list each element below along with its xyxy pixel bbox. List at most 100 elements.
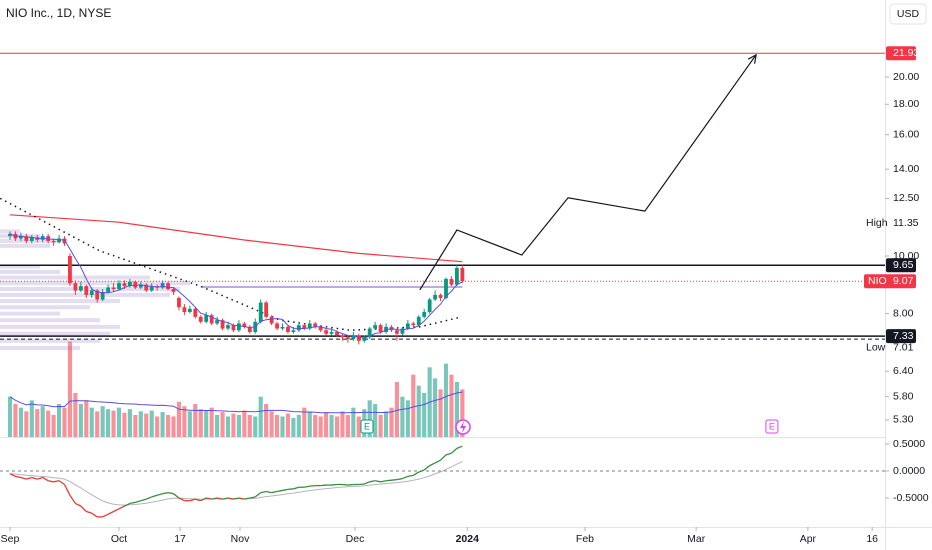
level-tag [886, 329, 916, 344]
candle-body [57, 238, 61, 243]
volume-bar [383, 411, 389, 437]
x-tick-label: Apr [800, 533, 817, 545]
dotted-ma [0, 197, 462, 332]
volume-bar [449, 374, 454, 437]
osc-segment [266, 490, 272, 494]
candle-body [193, 308, 198, 317]
osc-segment [375, 480, 381, 483]
volume-profile-row [0, 331, 110, 336]
candle-body [302, 325, 307, 329]
osc-segment [151, 494, 158, 498]
y-tick-label: 5.80 [893, 390, 914, 402]
volume-bar [138, 411, 143, 437]
volume-bar [334, 416, 340, 437]
currency-box[interactable] [889, 3, 927, 25]
volume-bar [302, 407, 307, 437]
candle-body [68, 256, 72, 284]
candle-body [324, 330, 329, 334]
osc-segment [451, 447, 458, 454]
candle-body [100, 291, 105, 300]
osc-segment [162, 491, 169, 495]
osc-segment [440, 454, 447, 461]
osc-segment [102, 513, 109, 518]
osc-segment [9, 473, 16, 477]
last-price-label: 9.07 [893, 275, 914, 287]
osc-segment [244, 497, 250, 500]
volume-bar [236, 415, 241, 437]
candle-body [378, 325, 383, 332]
candle-body [204, 315, 209, 322]
osc-segment [58, 480, 65, 486]
volume-bar [176, 401, 182, 437]
candle-body [24, 236, 29, 241]
volume-bar [454, 382, 459, 437]
osc-segment [189, 498, 196, 502]
volume-ma [9, 391, 463, 414]
osc-tick-label: -0.5000 [893, 492, 929, 504]
candle-body [286, 326, 290, 332]
candle-body [405, 323, 410, 329]
osc-segment [113, 508, 120, 513]
volume-bar [307, 411, 312, 437]
volume-bar [416, 385, 421, 437]
osc-segment [342, 483, 348, 486]
y-tick-label: 6.40 [893, 365, 914, 377]
volume-bar [340, 411, 345, 437]
earnings-label: E [364, 421, 370, 431]
osc-segment [227, 497, 234, 500]
volume-bar [389, 407, 394, 437]
candle-body [258, 302, 263, 322]
candle-body [95, 290, 100, 300]
candle-body [318, 326, 323, 331]
volume-profile-row [0, 318, 100, 323]
volume-bar [253, 416, 258, 437]
candle-body [427, 299, 432, 312]
osc-segment [118, 505, 125, 510]
volume-bar [100, 406, 105, 437]
volume-bar [438, 389, 443, 437]
volume-profile-row [0, 338, 100, 343]
osc-segment [249, 496, 256, 499]
osc-segment [20, 476, 27, 480]
osc-segment [222, 497, 229, 500]
osc-segment [254, 492, 262, 498]
volume-profile-row [0, 324, 120, 329]
osc-segment [48, 480, 54, 483]
volume-bar [433, 378, 438, 437]
candle-body [29, 237, 34, 241]
candle-body [433, 294, 438, 300]
price-ma [9, 233, 463, 339]
candle-body [247, 326, 252, 332]
volume-bar [411, 374, 416, 437]
x-tick-label: Nov [231, 533, 250, 545]
volume-bar [46, 410, 51, 437]
osc-segment [456, 445, 463, 449]
candle-body [220, 320, 225, 329]
candle-body [236, 323, 241, 331]
low-label: Low [866, 341, 886, 353]
candle-body [356, 335, 361, 341]
x-tick-label: Dec [346, 533, 365, 545]
earnings-marker [765, 419, 779, 434]
volume-bar [73, 393, 78, 437]
candle-body [411, 323, 416, 326]
volume-bar [242, 410, 247, 437]
volume-bar [356, 416, 361, 437]
candle-body [106, 287, 111, 292]
osc-segment [396, 477, 403, 481]
volume-bar [149, 410, 154, 437]
osc-segment [63, 484, 71, 496]
osc-segment [31, 476, 38, 480]
osc-tick-label: 0.5000 [893, 438, 925, 450]
osc-segment [37, 476, 43, 480]
volume-bar [198, 409, 203, 437]
candle-body [269, 316, 274, 324]
candle-body [111, 287, 116, 290]
volume-profile-row [0, 238, 60, 243]
volume-profile-row [0, 269, 60, 274]
osc-segment [233, 497, 240, 500]
candle-body [313, 323, 318, 327]
last-price-tag [864, 274, 916, 289]
